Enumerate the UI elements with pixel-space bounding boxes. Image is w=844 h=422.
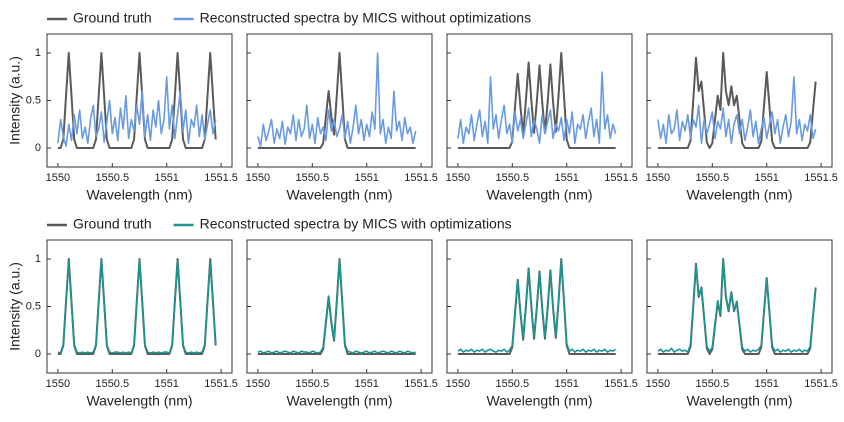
x-tick-label: 1550 [646,172,670,184]
x-tick-label: 1550 [246,378,270,390]
x-tick-label: 1551 [554,378,578,390]
y-tick-label: 0 [35,348,41,360]
x-tick-label: 1550 [646,378,670,390]
x-axis-label: Wavelength (nm) [686,187,792,203]
x-tick-label: 1551 [354,378,378,390]
x-tick-label: 1551 [754,378,778,390]
x-tick-label: 1550 [246,172,270,184]
y-tick-label: 1 [35,253,41,265]
spectrum-line [457,71,617,145]
legend-label: Reconstructed spectra by MICS with optim… [200,216,512,232]
x-tick-label: 1550 [46,172,70,184]
x-tick-label: 1550.5 [495,172,529,184]
spectrum-line [57,75,217,147]
x-tick-label: 1551 [354,172,378,184]
x-axis-label: Wavelength (nm) [286,393,392,409]
spectrum-line [257,52,416,149]
x-axis-label: Wavelength (nm) [286,187,392,203]
x-tick-label: 1551 [754,172,778,184]
y-axis-label: Intensity (a.u.) [7,262,23,351]
x-tick-label: 1550.5 [95,172,129,184]
x-axis-label: Wavelength (nm) [686,393,792,409]
x-tick-label: 1551.5 [404,172,438,184]
x-tick-label: 1551.5 [604,172,638,184]
spectrum-line [657,52,817,149]
y-tick-label: 0.5 [26,94,41,106]
spectrum-line [457,259,617,353]
x-tick-label: 1551.5 [804,172,838,184]
spectrum-line [657,259,817,353]
x-tick-label: 1551.5 [204,172,238,184]
spectrum-line [257,259,416,354]
spectrum-line [457,52,616,149]
y-axis-label: Intensity (a.u.) [7,56,23,145]
x-axis-label: Wavelength (nm) [486,187,592,203]
x-tick-label: 1550.5 [95,378,129,390]
x-tick-label: 1551.5 [404,378,438,390]
x-axis-label: Wavelength (nm) [86,393,192,409]
x-tick-label: 1550.5 [695,172,729,184]
legend-label: Reconstructed spectra by MICS without op… [200,10,531,26]
x-tick-label: 1550 [446,172,470,184]
x-tick-label: 1551.5 [604,378,638,390]
x-axis-label: Wavelength (nm) [86,187,192,203]
x-tick-label: 1550.5 [295,378,329,390]
x-tick-label: 1550.5 [695,378,729,390]
x-axis-label: Wavelength (nm) [486,393,592,409]
x-tick-label: 1551 [154,172,178,184]
x-tick-label: 1550 [46,378,70,390]
legend-label: Ground truth [73,10,152,26]
x-tick-label: 1551 [554,172,578,184]
spectrum-line [657,75,817,145]
y-tick-label: 1 [35,47,41,59]
spectrum-line [257,52,417,147]
spectrum-line [57,52,217,149]
x-tick-label: 1550.5 [495,378,529,390]
x-tick-label: 1550 [446,378,470,390]
x-tick-label: 1550.5 [295,172,329,184]
x-tick-label: 1551 [154,378,178,390]
y-tick-label: 0.5 [26,300,41,312]
spectrum-line [57,259,217,354]
spectrum-line [657,258,817,355]
x-tick-label: 1551.5 [804,378,838,390]
x-tick-label: 1551.5 [204,378,238,390]
y-tick-label: 0 [35,142,41,154]
legend-label: Ground truth [73,216,152,232]
